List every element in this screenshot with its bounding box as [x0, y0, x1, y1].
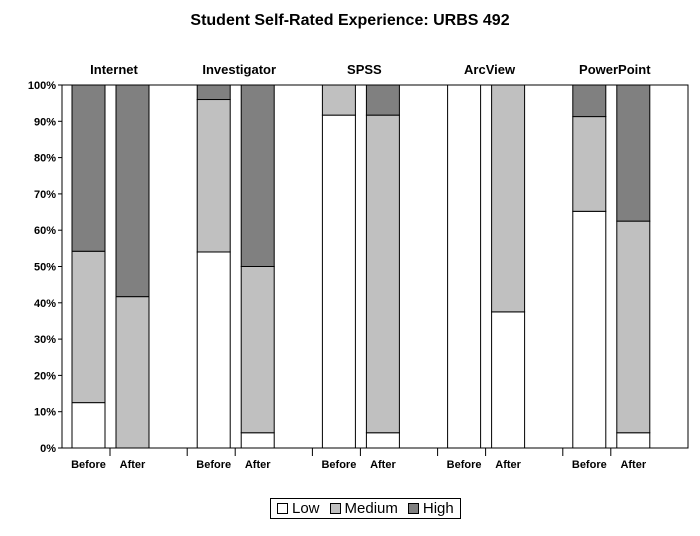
- bar-segment-low: [616, 432, 651, 449]
- y-tick-label: 90%: [34, 116, 56, 128]
- x-tick-label: After: [370, 459, 396, 471]
- group-label: ArcView: [464, 62, 516, 77]
- bar-segment-low: [240, 432, 275, 449]
- bar-segment-medium: [616, 220, 651, 434]
- bar-segment-low: [365, 432, 400, 449]
- y-tick-label: 60%: [34, 225, 56, 237]
- y-tick-label: 100%: [28, 80, 56, 92]
- bar-segment-medium: [115, 296, 150, 449]
- y-tick-label: 30%: [34, 334, 56, 346]
- bar-segment-high: [240, 84, 275, 267]
- y-tick-label: 50%: [34, 262, 56, 274]
- legend-swatch: [329, 503, 341, 514]
- bar-segment-medium: [365, 114, 400, 434]
- chart-legend: Low Medium High: [270, 498, 461, 519]
- group-label: Investigator: [202, 62, 276, 77]
- legend-item-high: High: [407, 500, 454, 517]
- group-label: PowerPoint: [579, 62, 651, 77]
- bar-segment-low: [71, 402, 106, 449]
- x-tick-label: Before: [71, 459, 106, 471]
- x-tick-label: After: [620, 459, 646, 471]
- bar-segment-high: [196, 84, 231, 101]
- x-tick-label: Before: [196, 459, 231, 471]
- bar-segment-medium: [196, 99, 231, 253]
- bar-segment-high: [71, 84, 106, 252]
- legend-swatch: [277, 503, 288, 514]
- x-tick-label: Before: [321, 459, 356, 471]
- x-tick-label: Before: [447, 459, 482, 471]
- y-tick-label: 80%: [34, 153, 56, 165]
- legend-item-low: Low: [277, 500, 320, 517]
- bar-segment-high: [616, 84, 651, 222]
- legend-label: Medium: [344, 500, 398, 517]
- y-tick-label: 10%: [34, 407, 56, 419]
- legend-label: Low: [292, 500, 320, 517]
- bar-segment-medium: [240, 266, 275, 434]
- y-tick-label: 0%: [40, 443, 56, 455]
- x-tick-label: After: [495, 459, 521, 471]
- bar-segment-high: [365, 84, 400, 116]
- bar-segment-high: [572, 84, 607, 118]
- x-tick-label: After: [245, 459, 271, 471]
- bar-segment-low: [321, 114, 356, 449]
- bar-segment-low: [491, 311, 526, 449]
- y-tick-label: 70%: [34, 189, 56, 201]
- bar-segment-low: [196, 251, 231, 449]
- bar-segment-medium: [572, 116, 607, 212]
- y-tick-label: 40%: [34, 298, 56, 310]
- y-tick-label: 20%: [34, 370, 56, 382]
- bar-segment-medium: [491, 84, 526, 313]
- bar-segment-medium: [71, 250, 106, 404]
- bar-segment-high: [115, 84, 150, 298]
- x-tick-label: After: [120, 459, 146, 471]
- legend-item-medium: Medium: [329, 500, 398, 517]
- legend-swatch: [407, 503, 419, 514]
- group-label: SPSS: [347, 62, 382, 77]
- bar-segment-medium: [321, 84, 356, 116]
- chart-title: Student Self-Rated Experience: URBS 492: [190, 12, 510, 29]
- x-tick-label: Before: [572, 459, 607, 471]
- bar-segment-low: [572, 210, 607, 449]
- legend-label: High: [422, 500, 454, 517]
- group-label: Internet: [90, 62, 138, 77]
- bar-segment-low: [447, 84, 482, 449]
